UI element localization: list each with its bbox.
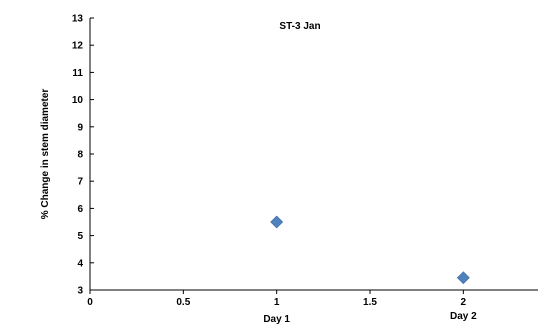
y-tick-label: 13: [72, 14, 84, 25]
y-tick-label: 9: [77, 122, 83, 133]
y-tick-label: 3: [77, 286, 83, 297]
y-tick-label: 5: [77, 231, 83, 242]
y-tick-label: 4: [77, 258, 83, 269]
y-tick-label: 11: [72, 68, 83, 79]
y-axis-label: % Change in stem diameter: [40, 89, 51, 220]
y-axis-ticks: 3 4 5 6 7 8 9 10 11 12 13: [72, 14, 94, 297]
y-tick-label: 12: [72, 41, 84, 52]
y-tick-label: 10: [72, 95, 84, 106]
data-point: [270, 215, 284, 229]
x-tick-label: 1.5: [363, 297, 377, 308]
x-axis-ticks: 0 0.5 1 1.5 2: [87, 290, 467, 308]
data-point: [456, 271, 470, 285]
chart-title: ST-3 Jan: [279, 21, 320, 32]
y-tick-label: 6: [77, 204, 83, 215]
annotation-label: Day 2: [450, 311, 477, 322]
x-tick-label: 0: [87, 297, 93, 308]
x-tick-label: 1: [274, 297, 280, 308]
data-points: [270, 215, 470, 285]
x-tick-label: 2: [461, 297, 467, 308]
y-tick-label: 7: [77, 177, 83, 188]
annotation-label: Day 1: [263, 314, 290, 325]
annotations: Day 1 Day 2: [263, 311, 477, 325]
y-tick-label: 8: [77, 150, 83, 161]
x-tick-label: 0.5: [176, 297, 190, 308]
